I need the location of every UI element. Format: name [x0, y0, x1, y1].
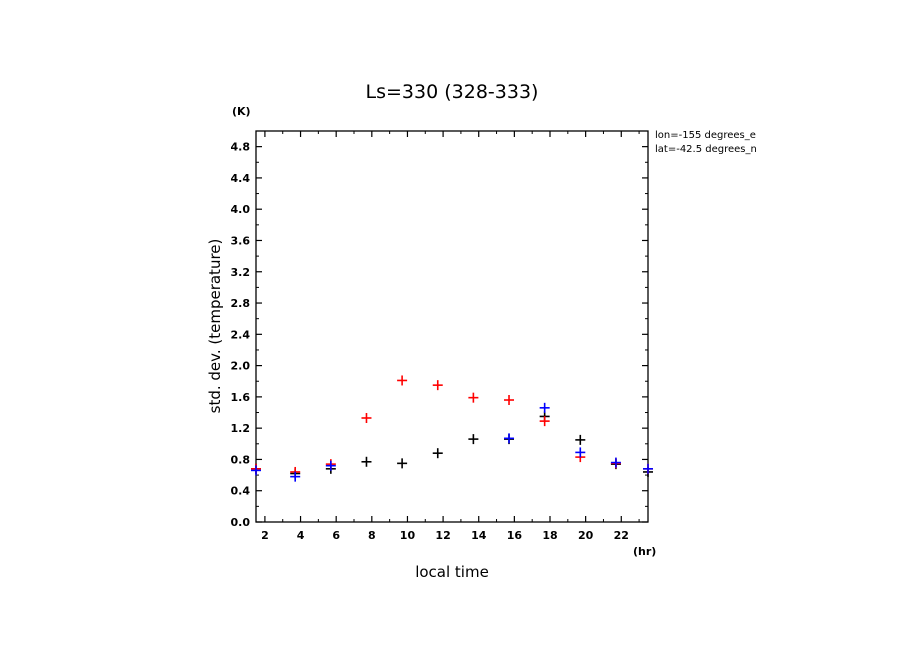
x-tick-label: 12 — [435, 529, 450, 542]
data-point — [397, 375, 408, 386]
y-tick-label: 3.2 — [231, 266, 251, 279]
data-point — [643, 463, 653, 474]
chart-title: Ls=330 (328-333) — [366, 81, 539, 103]
y-axis-label: std. dev. (temperature) — [206, 239, 224, 414]
x-tick-label: 22 — [614, 529, 629, 542]
x-axis-label: local time — [415, 563, 489, 581]
x-axis-ticks: 2 4 6 8 10 12 14 16 18 20 22 — [261, 131, 640, 542]
data-point — [325, 460, 336, 471]
data-point — [610, 457, 621, 468]
y-tick-label: 1.2 — [231, 422, 251, 435]
data-point — [468, 434, 479, 445]
y-tick-label: 4.4 — [231, 172, 251, 185]
data-points — [251, 375, 653, 482]
y-tick-label: 3.6 — [231, 234, 251, 247]
x-tick-label: 10 — [400, 529, 416, 542]
data-point — [539, 416, 550, 427]
y-tick-label: 2.0 — [231, 360, 251, 373]
annotation-lat: lat=-42.5 degrees_n — [655, 144, 757, 155]
data-point — [575, 434, 586, 445]
x-unit: (hr) — [633, 545, 656, 558]
y-tick-label: 2.8 — [231, 297, 251, 310]
y-axis-ticks: 0.0 0.4 0.8 1.2 1.6 2.0 2.4 2.8 3.2 3.6 4.0 4.4 4.8 — [231, 141, 648, 529]
y-tick-label: 0.8 — [231, 453, 251, 466]
x-tick-label: 8 — [368, 529, 376, 542]
x-tick-label: 20 — [578, 529, 594, 542]
data-point — [361, 456, 372, 467]
y-tick-label: 2.4 — [231, 328, 251, 341]
y-tick-label: 1.6 — [231, 391, 251, 404]
data-point — [504, 433, 515, 444]
y-unit: (K) — [232, 105, 251, 118]
x-tick-label: 2 — [261, 529, 269, 542]
x-tick-label: 14 — [471, 529, 487, 542]
data-point — [539, 402, 550, 413]
data-point — [432, 380, 443, 391]
data-point — [397, 458, 408, 469]
y-tick-label: 4.8 — [231, 141, 251, 154]
x-tick-label: 6 — [332, 529, 340, 542]
x-tick-label: 16 — [507, 529, 523, 542]
data-point — [251, 465, 261, 476]
data-point — [468, 392, 479, 403]
y-tick-label: 0.0 — [231, 516, 251, 529]
data-point — [432, 448, 443, 459]
data-point — [575, 447, 586, 458]
annotation-lon: lon=-155 degrees_e — [655, 130, 756, 141]
x-tick-label: 4 — [297, 529, 305, 542]
y-tick-label: 0.4 — [231, 485, 251, 498]
x-tick-label: 18 — [542, 529, 557, 542]
y-tick-label: 4.0 — [231, 203, 251, 216]
data-point — [361, 412, 372, 423]
plot-frame — [255, 130, 649, 523]
data-point — [290, 471, 301, 482]
data-point — [504, 395, 515, 406]
